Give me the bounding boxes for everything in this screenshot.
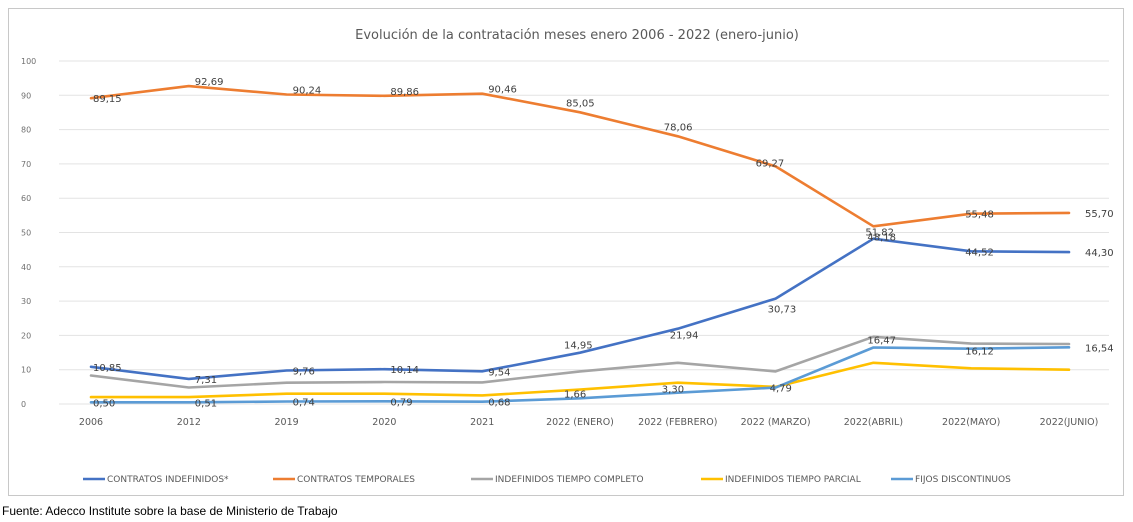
- data-label: 21,94: [670, 331, 699, 342]
- data-label: 10,14: [390, 365, 419, 376]
- x-tick-label: 2022 (FEBRERO): [638, 417, 717, 428]
- data-label: 10,85: [93, 363, 122, 374]
- chart-frame: Evolución de la contratación meses enero…: [8, 8, 1124, 496]
- series-line: [89, 335, 1071, 389]
- y-tick-label: 50: [21, 229, 31, 238]
- line-chart: Evolución de la contratación meses enero…: [21, 28, 1114, 485]
- data-label: 3,30: [662, 385, 684, 396]
- data-label: 0,79: [390, 397, 412, 408]
- source-note: Fuente: Adecco Institute sobre la base d…: [2, 504, 338, 518]
- y-tick-label: 20: [21, 331, 31, 340]
- data-label: 44,52: [965, 247, 994, 258]
- legend-entry: INDEFINIDOS TIEMPO COMPLETO: [495, 475, 644, 485]
- series-line: [89, 361, 1071, 399]
- y-tick-label: 70: [21, 160, 31, 169]
- data-label: 0,50: [93, 398, 115, 409]
- data-label: 16,12: [965, 347, 994, 358]
- x-tick-label: 2022(ABRIL): [844, 417, 903, 428]
- x-tick-label: 2021: [470, 417, 494, 428]
- legend-entry: FIJOS DISCONTINUOS: [915, 475, 1011, 485]
- legend-entry: CONTRATOS TEMPORALES: [297, 475, 415, 485]
- y-tick-label: 80: [21, 126, 31, 135]
- x-tick-label: 2022 (MARZO): [741, 417, 811, 428]
- x-tick-label: 2022(MAYO): [942, 417, 1000, 428]
- data-label: 9,76: [293, 367, 315, 378]
- y-tick-label: 10: [21, 366, 31, 375]
- data-label: 0,74: [293, 397, 315, 408]
- y-tick-label: 60: [21, 194, 31, 203]
- series-line: [89, 84, 1071, 228]
- series-line: [89, 345, 1071, 404]
- data-label: 9,54: [488, 367, 510, 378]
- data-label: 48,18: [867, 233, 896, 244]
- data-label: 55,70: [1085, 209, 1114, 220]
- y-tick-label: 100: [21, 57, 36, 66]
- legend-entry: CONTRATOS INDEFINIDOS*: [107, 475, 229, 485]
- data-label: 30,73: [768, 305, 797, 316]
- data-label: 44,30: [1085, 248, 1114, 259]
- data-label: 0,51: [195, 398, 217, 409]
- data-label: 16,54: [1085, 343, 1114, 354]
- data-label: 14,95: [564, 341, 593, 352]
- data-label: 0,68: [488, 398, 510, 409]
- x-tick-label: 2022 (ENERO): [546, 417, 614, 428]
- data-label: 78,06: [664, 122, 693, 133]
- data-label: 90,46: [488, 85, 517, 96]
- y-tick-label: 90: [21, 91, 31, 100]
- data-label: 69,27: [756, 158, 785, 169]
- chart-title: Evolución de la contratación meses enero…: [355, 28, 799, 43]
- data-label: 89,15: [93, 94, 122, 105]
- data-label: 4,79: [770, 384, 792, 395]
- y-tick-label: 0: [21, 400, 26, 409]
- data-label: 89,86: [390, 87, 419, 98]
- x-tick-label: 2012: [177, 417, 201, 428]
- data-label: 1,66: [564, 389, 586, 400]
- data-label: 51,82: [865, 227, 894, 238]
- data-label: 90,24: [293, 85, 322, 96]
- series-line: [89, 237, 1071, 381]
- data-label: 7,31: [195, 375, 217, 386]
- data-label: 55,48: [965, 210, 994, 221]
- y-tick-label: 40: [21, 263, 31, 272]
- x-tick-label: 2020: [372, 417, 396, 428]
- data-label: 92,69: [195, 77, 224, 88]
- x-tick-label: 2019: [275, 417, 299, 428]
- x-tick-label: 2006: [79, 417, 103, 428]
- legend-entry: INDEFINIDOS TIEMPO PARCIAL: [725, 475, 861, 485]
- data-label: 85,05: [566, 98, 595, 109]
- y-tick-label: 30: [21, 297, 31, 306]
- x-tick-label: 2022(JUNIO): [1040, 417, 1099, 428]
- data-label: 16,47: [867, 336, 896, 347]
